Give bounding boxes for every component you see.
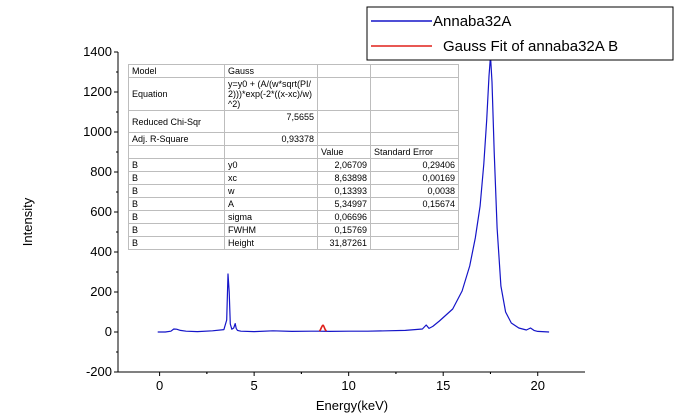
table-cell: A bbox=[224, 197, 318, 211]
table-row: Value Standard Error bbox=[128, 145, 459, 159]
table-cell bbox=[370, 236, 459, 250]
table-cell: y0 bbox=[224, 158, 318, 172]
y-tick-label: 800 bbox=[90, 164, 112, 179]
x-axis-ticks: 0 5 10 15 20 bbox=[156, 372, 545, 393]
table-row: Reduced Chi-Sqr 7,5655 bbox=[128, 110, 459, 133]
legend: Annaba32A Gauss Fit of annaba32A B bbox=[366, 6, 674, 61]
table-cell: B bbox=[128, 236, 225, 250]
table-cell: B bbox=[128, 210, 225, 224]
table-cell: Equation bbox=[128, 77, 225, 111]
table-row: Adj. R-Square 0,93378 bbox=[128, 132, 459, 146]
y-tick-label: 200 bbox=[90, 284, 112, 299]
table-row: B A 5,34997 0,15674 bbox=[128, 197, 459, 211]
table-row: B xc 8,63898 0,00169 bbox=[128, 171, 459, 185]
table-cell bbox=[317, 77, 371, 111]
table-cell: B bbox=[128, 223, 225, 237]
table-cell bbox=[224, 145, 318, 159]
table-cell bbox=[370, 223, 459, 237]
table-cell: 5,34997 bbox=[317, 197, 371, 211]
y-tick-label: 1400 bbox=[83, 44, 112, 59]
table-cell: y=y0 + (A/(w*sqrt(PI/2)))*exp(-2*((x-xc)… bbox=[224, 77, 318, 111]
table-row: B y0 2,06709 0,29406 bbox=[128, 158, 459, 172]
y-tick-label: 1000 bbox=[83, 124, 112, 139]
x-tick-label: 15 bbox=[436, 378, 450, 393]
table-cell: 0,15674 bbox=[370, 197, 459, 211]
legend-box bbox=[366, 6, 674, 61]
table-cell: B bbox=[128, 197, 225, 211]
series-line-gauss-fit bbox=[318, 324, 327, 332]
y-tick-label: 1200 bbox=[83, 84, 112, 99]
table-cell: sigma bbox=[224, 210, 318, 224]
table-cell bbox=[370, 110, 459, 133]
table-row: Equation y=y0 + (A/(w*sqrt(PI/2)))*exp(-… bbox=[128, 77, 459, 111]
x-axis-label: Energy(keV) bbox=[316, 398, 388, 413]
y-tick-label: 400 bbox=[90, 244, 112, 259]
x-tick-label: 20 bbox=[530, 378, 544, 393]
table-cell: 0,93378 bbox=[224, 132, 318, 146]
table-row: B sigma 0,06696 bbox=[128, 210, 459, 224]
table-cell: 0,29406 bbox=[370, 158, 459, 172]
table-cell bbox=[317, 132, 371, 146]
table-cell: 7,5655 bbox=[224, 110, 318, 133]
table-cell: Adj. R-Square bbox=[128, 132, 225, 146]
fit-results-table: Model Gauss Equation y=y0 + (A/(w*sqrt(P… bbox=[128, 64, 459, 250]
table-cell bbox=[370, 77, 459, 111]
table-cell: B bbox=[128, 158, 225, 172]
x-tick-label: 10 bbox=[341, 378, 355, 393]
table-row: B FWHM 0,15769 bbox=[128, 223, 459, 237]
series-line-annaba32a bbox=[157, 55, 550, 333]
table-cell bbox=[128, 145, 225, 159]
table-row: B Height 31,87261 bbox=[128, 236, 459, 250]
x-tick-label: 5 bbox=[251, 378, 258, 393]
table-cell: 8,63898 bbox=[317, 171, 371, 185]
y-tick-label: 0 bbox=[105, 324, 112, 339]
table-cell bbox=[370, 210, 459, 224]
table-cell: 0,15769 bbox=[317, 223, 371, 237]
y-tick-label: -200 bbox=[86, 364, 112, 379]
legend-label-gauss-fit: Gauss Fit of annaba32A B bbox=[443, 38, 618, 55]
table-cell bbox=[370, 64, 459, 78]
table-cell: 0,13393 bbox=[317, 184, 371, 198]
table-cell: Gauss bbox=[224, 64, 318, 78]
table-cell: w bbox=[224, 184, 318, 198]
table-cell: 0,0038 bbox=[370, 184, 459, 198]
table-cell: B bbox=[128, 171, 225, 185]
table-cell: Value bbox=[317, 145, 371, 159]
table-row: B w 0,13393 0,0038 bbox=[128, 184, 459, 198]
y-tick-label: 600 bbox=[90, 204, 112, 219]
table-cell: FWHM bbox=[224, 223, 318, 237]
table-cell bbox=[317, 110, 371, 133]
table-cell: Model bbox=[128, 64, 225, 78]
y-axis-ticks: -200 0 200 400 600 800 1000 1200 1400 bbox=[83, 44, 118, 379]
y-axis-label: Intensity bbox=[20, 197, 35, 246]
table-cell: 31,87261 bbox=[317, 236, 371, 250]
table-cell bbox=[370, 132, 459, 146]
legend-label-annaba32a: Annaba32A bbox=[433, 13, 511, 30]
x-tick-label: 0 bbox=[156, 378, 163, 393]
table-cell: Reduced Chi-Sqr bbox=[128, 110, 225, 133]
table-cell: 0,00169 bbox=[370, 171, 459, 185]
table-cell: B bbox=[128, 184, 225, 198]
table-cell: 0,06696 bbox=[317, 210, 371, 224]
table-cell: xc bbox=[224, 171, 318, 185]
table-cell: Height bbox=[224, 236, 318, 250]
series-layer bbox=[157, 55, 550, 333]
table-row: Model Gauss bbox=[128, 64, 459, 78]
table-cell: 2,06709 bbox=[317, 158, 371, 172]
table-cell bbox=[317, 64, 371, 78]
table-cell: Standard Error bbox=[370, 145, 459, 159]
